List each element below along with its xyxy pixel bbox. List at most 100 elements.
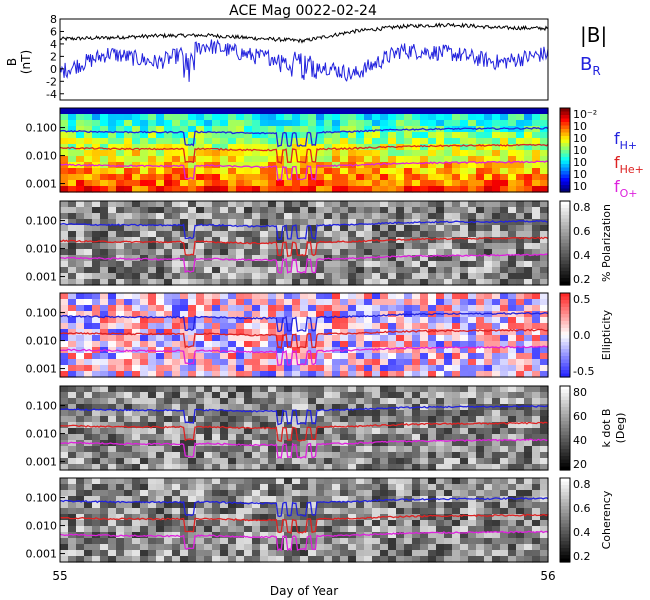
- spectrum-cell: [380, 392, 389, 399]
- spectrum-cell: [500, 428, 509, 435]
- spectrum-cell: [252, 496, 261, 503]
- spectrum-cell: [300, 156, 309, 163]
- spectrum-cell: [292, 219, 301, 226]
- spectrum-cell: [372, 162, 381, 169]
- spectrum-cell: [76, 386, 85, 393]
- spectrum-cell: [148, 231, 157, 238]
- spectrum-cell: [484, 341, 493, 348]
- spectrum-cell: [492, 359, 501, 366]
- spectrum-cell: [348, 404, 357, 411]
- spectrum-cell: [292, 458, 301, 465]
- spectrum-cell: [108, 434, 117, 441]
- spectrum-cell: [252, 347, 261, 354]
- spectrum-cell: [148, 311, 157, 318]
- spectrum-cell: [268, 398, 277, 405]
- spectrum-cell: [468, 371, 477, 378]
- spectrum-cell: [508, 237, 517, 244]
- spectrum-cell: [116, 237, 125, 244]
- spectrum-cell: [316, 279, 325, 286]
- spectrum-cell: [340, 311, 349, 318]
- spectrum-cell: [276, 317, 285, 324]
- spectrum-cell: [268, 335, 277, 342]
- spectrum-cell: [340, 201, 349, 208]
- spectrum-cell: [244, 255, 253, 262]
- spectrum-cell: [156, 237, 165, 244]
- spectrum-cell: [460, 392, 469, 399]
- spectrum-cell: [524, 180, 533, 187]
- spectrum-cell: [404, 299, 413, 306]
- spectrum-cell: [428, 359, 437, 366]
- colorbar-tick-label: 80: [573, 386, 587, 399]
- spectrum-cell: [196, 126, 205, 133]
- spectrum-cell: [508, 261, 517, 268]
- spectrum-cell: [316, 174, 325, 181]
- spectrum-cell: [212, 126, 221, 133]
- spectrum-cell: [396, 132, 405, 139]
- spectrum-cell: [228, 556, 237, 563]
- spectrum-cell: [372, 458, 381, 465]
- spectrum-cell: [148, 213, 157, 220]
- spectrum-cell: [92, 225, 101, 232]
- spectrum-cell: [524, 120, 533, 127]
- spectrum-cell: [380, 120, 389, 127]
- spectrum-cell: [156, 329, 165, 336]
- spectrum-cell: [132, 249, 141, 256]
- spectrum-cell: [476, 138, 485, 145]
- spectrum-cell: [116, 556, 125, 563]
- spectrum-cell: [540, 496, 549, 503]
- spectrum-cell: [116, 410, 125, 417]
- spectrum-cell: [132, 353, 141, 360]
- spectrum-cell: [412, 532, 421, 539]
- colorbar-step: [560, 271, 570, 276]
- spectrum-cell: [500, 255, 509, 262]
- spectrum-cell: [300, 329, 309, 336]
- spectrum-cell: [124, 150, 133, 157]
- spectrum-cell: [116, 392, 125, 399]
- spectrum-cell: [388, 305, 397, 312]
- spectrum-cell: [404, 452, 413, 459]
- spectrum-cell: [308, 347, 317, 354]
- colorbar-step: [560, 181, 570, 186]
- spectrum-cell: [396, 410, 405, 417]
- spectrum-cell: [380, 464, 389, 471]
- spectrum-cell: [524, 132, 533, 139]
- spectrum-cell: [108, 279, 117, 286]
- spectrum-cell: [212, 359, 221, 366]
- spectrum-cell: [60, 261, 69, 268]
- colorbar-step: [560, 417, 570, 422]
- spectrum-cell: [276, 386, 285, 393]
- spectrum-cell: [132, 335, 141, 342]
- spectrum-cell: [428, 440, 437, 447]
- spectrum-cell: [284, 341, 293, 348]
- spectrum-cell: [300, 410, 309, 417]
- spectrum-cell: [396, 416, 405, 423]
- spectrum-cell: [100, 174, 109, 181]
- spectrum-cell: [300, 126, 309, 133]
- spectrum-cell: [116, 550, 125, 557]
- spectrum-cell: [340, 144, 349, 151]
- spectrum-cell: [100, 550, 109, 557]
- spectrum-cell: [252, 237, 261, 244]
- spectrum-cell: [508, 508, 517, 515]
- spectrum-cell: [484, 293, 493, 300]
- spectrum-cell: [356, 279, 365, 286]
- spectrum-cell: [60, 446, 69, 453]
- spectrum-cell: [516, 458, 525, 465]
- spectrum-cell: [228, 335, 237, 342]
- spectrum-cell: [148, 422, 157, 429]
- spectrum-cell: [380, 538, 389, 545]
- spectrum-cell: [540, 520, 549, 527]
- spectrum-cell: [84, 353, 93, 360]
- spectrum-cell: [428, 323, 437, 330]
- spectrum-cell: [380, 249, 389, 256]
- spectrum-cell: [388, 186, 397, 193]
- spectrum-cell: [516, 255, 525, 262]
- spectrum-cell: [316, 299, 325, 306]
- spectrum-cell: [412, 341, 421, 348]
- spectrum-cell: [276, 502, 285, 509]
- spectrum-cell: [196, 371, 205, 378]
- spectrum-cell: [228, 416, 237, 423]
- spectrum-cell: [204, 502, 213, 509]
- spectrum-cell: [260, 434, 269, 441]
- spectrum-cell: [516, 207, 525, 214]
